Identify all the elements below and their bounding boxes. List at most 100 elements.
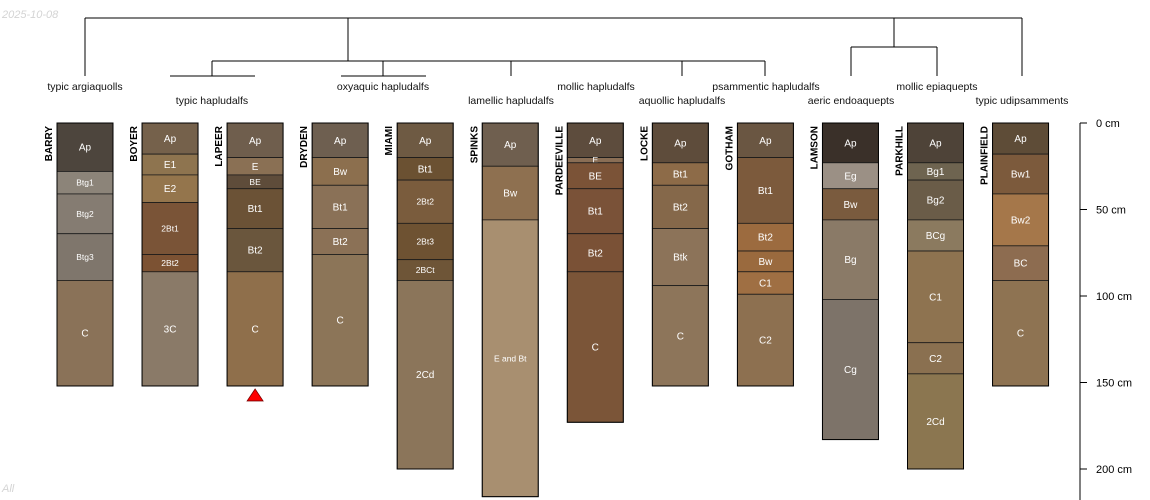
- horizon-label: Ap: [79, 143, 92, 154]
- profile-name: PARDEEVILLE: [554, 126, 565, 196]
- horizon-label: BCg: [926, 231, 945, 242]
- horizon-label: Eg: [844, 171, 856, 182]
- soil-profile: Ap Bw Bt1 Bt2 C DRYDEN: [299, 122, 369, 387]
- taxon-label: mollic epiaquepts: [896, 81, 977, 93]
- profile-outline: [907, 122, 964, 470]
- horizon-label: E and Bt: [494, 353, 527, 363]
- horizon-label: C: [251, 324, 258, 335]
- horizon-label: Ap: [929, 138, 942, 149]
- horizon: [566, 271, 624, 423]
- horizon-label: Ap: [164, 134, 177, 145]
- profile-name: LAPEER: [214, 125, 225, 166]
- profile-outline: [992, 122, 1050, 387]
- profiles: Ap Btg1 Btg2 Btg3 C BARRY Ap E1 E2 2Bt1 2Bt2 3C BOYE…: [44, 122, 1050, 498]
- horizon: [651, 285, 709, 387]
- profile-name: DRYDEN: [299, 126, 310, 168]
- horizon-label: 3C: [164, 324, 177, 335]
- horizon: [396, 222, 454, 261]
- horizon-label: E1: [164, 160, 177, 171]
- horizon-label: Btg3: [76, 252, 94, 262]
- horizon-label: Ap: [1014, 134, 1027, 145]
- horizon-label: Btg2: [76, 209, 94, 219]
- profile-outline: [226, 122, 284, 387]
- horizon: [226, 271, 284, 387]
- soil-profile: Ap E BE Bt1 Bt2 C PARDEEVILLE: [554, 122, 624, 423]
- horizon: [396, 179, 454, 224]
- horizon: [311, 122, 369, 158]
- dendrogram: [84, 17, 1023, 77]
- taxon-labels: typic argiaquolls typic hapludalfs oxyaq…: [47, 81, 1068, 107]
- profile-name: GOTHAM: [724, 126, 735, 170]
- horizon-label: Bw: [843, 200, 858, 211]
- horizon-label: C: [81, 329, 88, 340]
- horizon-label: Bt2: [588, 248, 603, 259]
- horizon-label: C1: [929, 292, 942, 303]
- horizon-label: Bw2: [1011, 215, 1031, 226]
- horizon-label: 2Cd: [416, 370, 434, 381]
- horizon-label: Bw: [333, 167, 348, 178]
- horizon-label: Bt2: [758, 233, 773, 244]
- profile-name: SPINKS: [469, 126, 480, 164]
- horizon-label: C: [1017, 329, 1024, 340]
- horizon-label: Bt1: [758, 186, 773, 197]
- horizon-label: Ap: [334, 136, 347, 147]
- horizon-label: BE: [249, 177, 261, 187]
- depth-axis: 0 cm 50 cm 100 cm 150 cm 200 cm: [1079, 118, 1132, 500]
- profile-outline: [311, 122, 369, 387]
- profile-name: LAMSON: [809, 126, 820, 169]
- horizon: [737, 222, 794, 252]
- horizon-label: Bt2: [673, 202, 688, 213]
- horizon-label: C2: [759, 336, 772, 347]
- taxon-label: typic hapludalfs: [176, 95, 248, 107]
- horizon-label: 2Bt2: [161, 258, 179, 268]
- horizon-label: Bt1: [248, 204, 263, 215]
- horizon: [992, 280, 1049, 387]
- horizon: [56, 233, 114, 281]
- horizon: [737, 157, 794, 224]
- marker-triangle: [246, 388, 264, 402]
- depth-tick-label: 100 cm: [1096, 291, 1132, 303]
- horizon-label: Bw: [503, 189, 518, 200]
- horizon-label: Bt1: [673, 170, 688, 181]
- horizon-label: Bt1: [418, 164, 433, 175]
- depth-tick-label: 50 cm: [1096, 205, 1126, 217]
- soil-profile: Ap E BE Bt1 Bt2 C LAPEER: [214, 122, 284, 402]
- taxon-label: lamellic hapludalfs: [468, 95, 554, 107]
- horizon-label: Btg1: [76, 178, 94, 188]
- horizon-label: E2: [164, 184, 177, 195]
- horizon-label: C: [592, 343, 599, 354]
- horizon-label: Bt2: [333, 237, 348, 248]
- taxon-label: typic udipsamments: [976, 95, 1069, 107]
- taxon-label: aeric endoaquepts: [808, 95, 894, 107]
- profile-outline: [566, 122, 624, 423]
- horizon: [311, 254, 369, 387]
- horizon: [226, 228, 284, 273]
- horizon-label: Ap: [844, 138, 857, 149]
- horizon-label: Bt1: [588, 207, 603, 218]
- horizon: [311, 184, 369, 229]
- soil-profile: Ap Bg1 Bg2 BCg C1 C2 2Cd PARKHILL: [895, 122, 964, 470]
- taxon-label: psammentic hapludalfs: [712, 81, 819, 93]
- horizon: [737, 293, 794, 387]
- horizon-label: Cg: [844, 365, 857, 376]
- horizon-label: Ap: [674, 138, 687, 149]
- profile-outline: [821, 122, 879, 441]
- profile-name: PLAINFIELD: [980, 126, 991, 185]
- horizon-label: Bg2: [927, 195, 945, 206]
- horizon-label: BC: [1014, 259, 1028, 270]
- horizon-label: Bt1: [333, 202, 348, 213]
- depth-tick-label: 0 cm: [1096, 118, 1120, 130]
- horizon-label: E: [252, 162, 259, 173]
- taxon-label: mollic hapludalfs: [557, 81, 635, 93]
- profile-name: LOCKE: [639, 126, 650, 161]
- horizon-label: C1: [759, 279, 772, 290]
- horizon-label: 2BCt: [416, 265, 436, 275]
- profile-outline: [141, 122, 199, 387]
- profile-outline: [481, 122, 539, 498]
- depth-tick-label: 200 cm: [1096, 464, 1132, 476]
- horizon: [822, 162, 879, 190]
- horizon: [56, 280, 114, 387]
- horizon-label: Bg1: [927, 167, 945, 178]
- horizon-label: Bw1: [1011, 170, 1031, 181]
